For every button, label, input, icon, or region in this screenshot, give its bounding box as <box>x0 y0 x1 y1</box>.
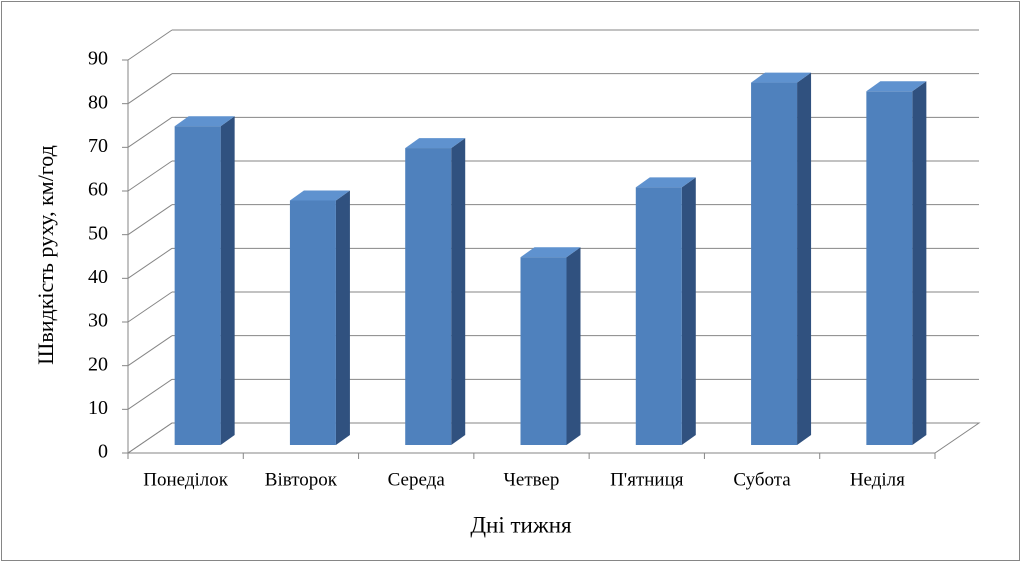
grid-line-side <box>127 335 173 367</box>
grid-line-side <box>127 73 173 105</box>
y-tick-label: 80 <box>88 91 108 113</box>
bar-side <box>912 81 927 446</box>
bar <box>635 187 682 445</box>
grid-line-side <box>127 116 173 148</box>
grid-line-side <box>127 422 173 454</box>
x-axis-title: Дні тижня <box>470 512 572 537</box>
y-tick-label: 20 <box>88 353 108 375</box>
y-tick-label: 0 <box>98 441 108 463</box>
grid-line-side <box>127 160 173 192</box>
x-tick-label: Вівторок <box>265 469 338 490</box>
grid-line-side <box>127 291 173 323</box>
bar-side <box>566 247 581 445</box>
y-tick-label: 40 <box>88 266 108 288</box>
y-tick-label: 90 <box>88 48 108 70</box>
x-tick-label: Субота <box>733 469 791 490</box>
y-tick-label: 70 <box>88 135 108 157</box>
bar-top <box>289 190 350 201</box>
grid-line-side <box>127 247 173 279</box>
bar-top <box>635 177 696 188</box>
bar <box>289 200 336 445</box>
bar-top <box>174 116 235 127</box>
x-tick-label: П'ятниця <box>610 469 684 490</box>
bar <box>866 91 913 446</box>
x-tick-label: Четвер <box>504 469 560 490</box>
bar-side <box>451 138 466 446</box>
grid-line-side <box>127 378 173 410</box>
bar-top <box>520 247 581 258</box>
bar <box>174 126 221 445</box>
y-axis-title: Швидкість руху, км/год <box>33 145 58 365</box>
grid-line-side <box>127 29 173 61</box>
bar-side <box>797 72 812 446</box>
bar-top <box>866 81 927 92</box>
bar <box>751 82 798 446</box>
bar <box>520 257 567 445</box>
bar-top <box>405 138 466 149</box>
x-tick-label: Неділя <box>850 469 905 490</box>
grid-line-side <box>127 204 173 236</box>
y-tick-label: 30 <box>88 310 108 332</box>
bar-side <box>220 116 235 445</box>
bar <box>405 148 452 446</box>
bar-side <box>681 177 696 445</box>
y-tick-label: 60 <box>88 179 108 201</box>
y-tick-label: 50 <box>88 222 108 244</box>
bar-top <box>751 72 812 83</box>
bar-side <box>335 190 350 445</box>
x-tick-label: Понеділок <box>143 469 228 490</box>
x-tick-label: Середа <box>388 469 446 490</box>
y-tick-label: 10 <box>88 397 108 419</box>
